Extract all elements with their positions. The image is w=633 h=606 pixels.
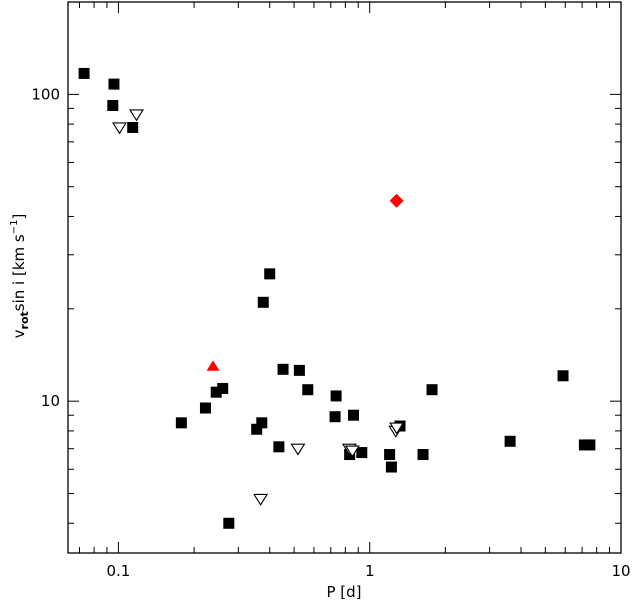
data-point-upper-limit xyxy=(344,445,360,458)
y-axis-label-rest: sin i [km s xyxy=(10,234,28,311)
data-point-square xyxy=(199,402,211,414)
data-point-square xyxy=(256,417,268,429)
data-point-upper-limit xyxy=(112,122,128,135)
data-point-square xyxy=(107,99,119,111)
data-point-square xyxy=(329,411,341,423)
data-point-square xyxy=(217,382,229,394)
tick-labels: 0.1 1 10 10 100 xyxy=(31,85,630,580)
data-point-square xyxy=(384,449,396,461)
data-point-square xyxy=(210,386,222,398)
data-point-square xyxy=(302,384,314,396)
x-tick-label: 1 xyxy=(365,562,375,580)
data-points xyxy=(78,67,596,529)
y-axis-label-close: ] xyxy=(10,214,28,220)
data-point-square xyxy=(330,390,342,402)
data-point-square xyxy=(223,517,235,529)
axis-ticks xyxy=(68,1,622,553)
y-axis-label-sup: −1 xyxy=(9,220,20,235)
data-point-square xyxy=(277,363,289,375)
data-point-square xyxy=(356,447,368,459)
data-point-upper-limit xyxy=(253,493,269,506)
data-point-square xyxy=(251,423,263,435)
y-axis-label: vrotsin i [km s−1] xyxy=(9,214,31,339)
y-tick-label: 100 xyxy=(31,85,60,103)
data-point-square xyxy=(417,449,429,461)
data-point-square xyxy=(504,435,516,447)
data-point-diamond xyxy=(389,193,404,208)
data-point-square xyxy=(264,268,276,280)
data-point-triangle xyxy=(206,360,220,371)
data-point-square xyxy=(584,439,596,451)
y-axis-label-sub: rot xyxy=(18,311,31,329)
plot-frame xyxy=(67,1,622,554)
data-point-square xyxy=(273,441,285,453)
data-point-square xyxy=(385,461,397,473)
data-point-upper-limit xyxy=(128,109,144,122)
data-point-square xyxy=(257,296,269,308)
data-point-upper-limit xyxy=(389,422,405,435)
x-tick-label: 10 xyxy=(611,562,630,580)
y-axis-label-v: v xyxy=(10,329,28,338)
data-point-square xyxy=(426,384,438,396)
y-tick-label: 10 xyxy=(41,392,60,410)
data-point-square xyxy=(108,78,120,90)
data-point-square xyxy=(293,364,305,376)
x-tick-label: 0.1 xyxy=(106,562,130,580)
data-point-square xyxy=(348,409,360,421)
data-point-upper-limit xyxy=(290,443,306,456)
x-axis-label: P [d] xyxy=(326,583,361,601)
data-point-square xyxy=(175,417,187,429)
data-point-square xyxy=(78,67,90,79)
data-point-square xyxy=(557,370,569,382)
data-point-square xyxy=(578,439,590,451)
data-point-square xyxy=(127,121,139,133)
